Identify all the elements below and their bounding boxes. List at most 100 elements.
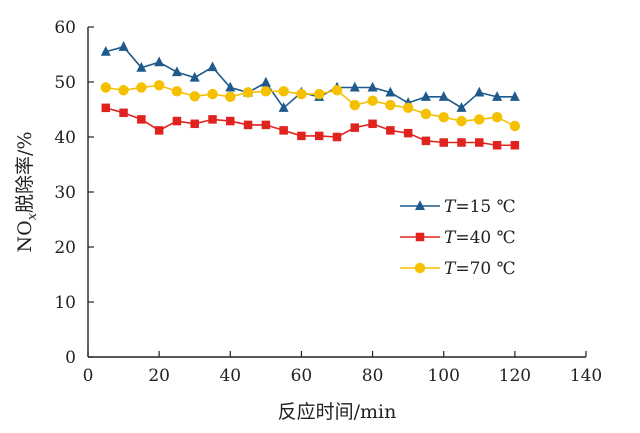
data-point-square (403, 128, 413, 138)
data-point-square (368, 119, 377, 129)
data-point-triangle (100, 46, 111, 56)
data-point-circle (136, 82, 147, 93)
data-point-triangle (207, 61, 218, 72)
data-point-circle (385, 99, 396, 111)
data-point-square (190, 119, 199, 129)
data-point-circle (171, 86, 183, 97)
data-point-circle (225, 91, 236, 103)
legend-entry: T=15 ℃ (400, 197, 516, 217)
data-point-triangle (278, 102, 289, 112)
series-2 (101, 103, 520, 150)
data-point-square (492, 141, 502, 150)
legend-label-var: T (444, 228, 457, 248)
data-point-circle (438, 112, 449, 123)
data-point-triangle (225, 81, 236, 92)
svg-text:NOx脱除率/%: NOx脱除率/% (14, 131, 40, 252)
data-point-circle (349, 99, 360, 111)
x-tick-label: 80 (362, 366, 384, 386)
x-axis-title: 反应时间/min (278, 401, 397, 423)
series-3 (100, 80, 521, 132)
data-point-triangle (171, 66, 182, 77)
data-point-circle (242, 87, 254, 98)
legend-label: T=70 ℃ (444, 259, 516, 279)
data-point-circle (402, 102, 414, 114)
data-point-square (475, 138, 484, 147)
data-point-square (261, 120, 271, 130)
y-axis-title-main: NO (14, 220, 36, 252)
legend-entry: T=70 ℃ (400, 259, 516, 279)
data-point-circle (296, 88, 307, 100)
data-point-square (314, 131, 324, 141)
x-tick-label: 140 (570, 366, 602, 386)
data-point-triangle (136, 61, 147, 72)
data-point-square (119, 108, 128, 118)
data-point-square (101, 103, 111, 113)
y-tick-label: 60 (54, 18, 76, 38)
series-layer (100, 41, 521, 150)
data-point-circle (118, 85, 129, 96)
data-point-square (421, 136, 431, 146)
data-point-square (154, 126, 164, 135)
data-point-square (510, 141, 520, 150)
data-point-square (243, 120, 253, 130)
axes (87, 27, 586, 358)
legend-label: T=15 ℃ (444, 197, 516, 217)
y-axis-title: NOx脱除率/% (14, 131, 40, 252)
data-point-circle (474, 114, 485, 125)
data-point-triangle (154, 56, 165, 67)
data-point-circle (314, 88, 325, 100)
ticks: 0 20 40 60 80 100 120 140 0 10 20 30 40 50 60 (54, 18, 602, 386)
x-tick-label: 40 (219, 366, 241, 386)
legend: T=15 ℃T=40 ℃T=70 ℃ (400, 197, 516, 279)
data-point-circle (414, 262, 426, 274)
data-point-square (226, 116, 235, 126)
y-tick-label: 10 (54, 293, 76, 313)
data-point-square (137, 115, 146, 124)
data-point-square (297, 131, 306, 141)
data-point-triangle (420, 91, 431, 101)
data-point-circle (100, 82, 111, 93)
data-point-circle (207, 88, 218, 100)
y-tick-label: 20 (54, 238, 76, 258)
data-point-square (457, 138, 466, 147)
data-point-circle (189, 91, 200, 102)
data-point-square (208, 115, 217, 124)
x-tick-label: 120 (499, 366, 531, 386)
legend-label: T=40 ℃ (444, 228, 516, 248)
data-point-circle (278, 86, 289, 97)
legend-label-value: =70 ℃ (455, 259, 515, 279)
data-point-triangle (385, 86, 396, 97)
data-point-circle (420, 108, 432, 120)
data-point-circle (456, 115, 467, 127)
series-line (105, 107, 515, 147)
data-point-circle (509, 120, 521, 132)
data-point-triangle (509, 91, 520, 101)
data-point-square (439, 138, 448, 147)
x-tick-label: 100 (427, 366, 459, 386)
data-point-circle (331, 85, 343, 96)
series-1 (100, 41, 520, 112)
y-axis-title-rest: 脱除率/% (14, 131, 36, 212)
legend-label-var: T (444, 259, 457, 279)
data-point-square (386, 126, 395, 135)
legend-label-var: T (444, 197, 457, 217)
series-line (105, 84, 516, 127)
data-point-triangle (189, 71, 200, 82)
data-point-square (350, 123, 360, 132)
data-point-circle (491, 112, 503, 123)
y-tick-label: 0 (65, 348, 76, 368)
y-axis-title-sub: x (25, 212, 40, 220)
x-tick-label: 20 (148, 366, 170, 386)
data-point-triangle (415, 200, 425, 211)
data-point-triangle (492, 91, 503, 101)
x-tick-label: 60 (291, 366, 313, 386)
legend-label-value: =40 ℃ (455, 228, 515, 248)
legend-label-value: =15 ℃ (455, 197, 515, 217)
data-point-triangle (474, 86, 485, 97)
y-tick-label: 50 (54, 73, 76, 93)
data-point-triangle (367, 81, 378, 92)
series-line (105, 45, 515, 110)
data-point-circle (153, 80, 165, 91)
y-tick-label: 40 (54, 128, 76, 148)
